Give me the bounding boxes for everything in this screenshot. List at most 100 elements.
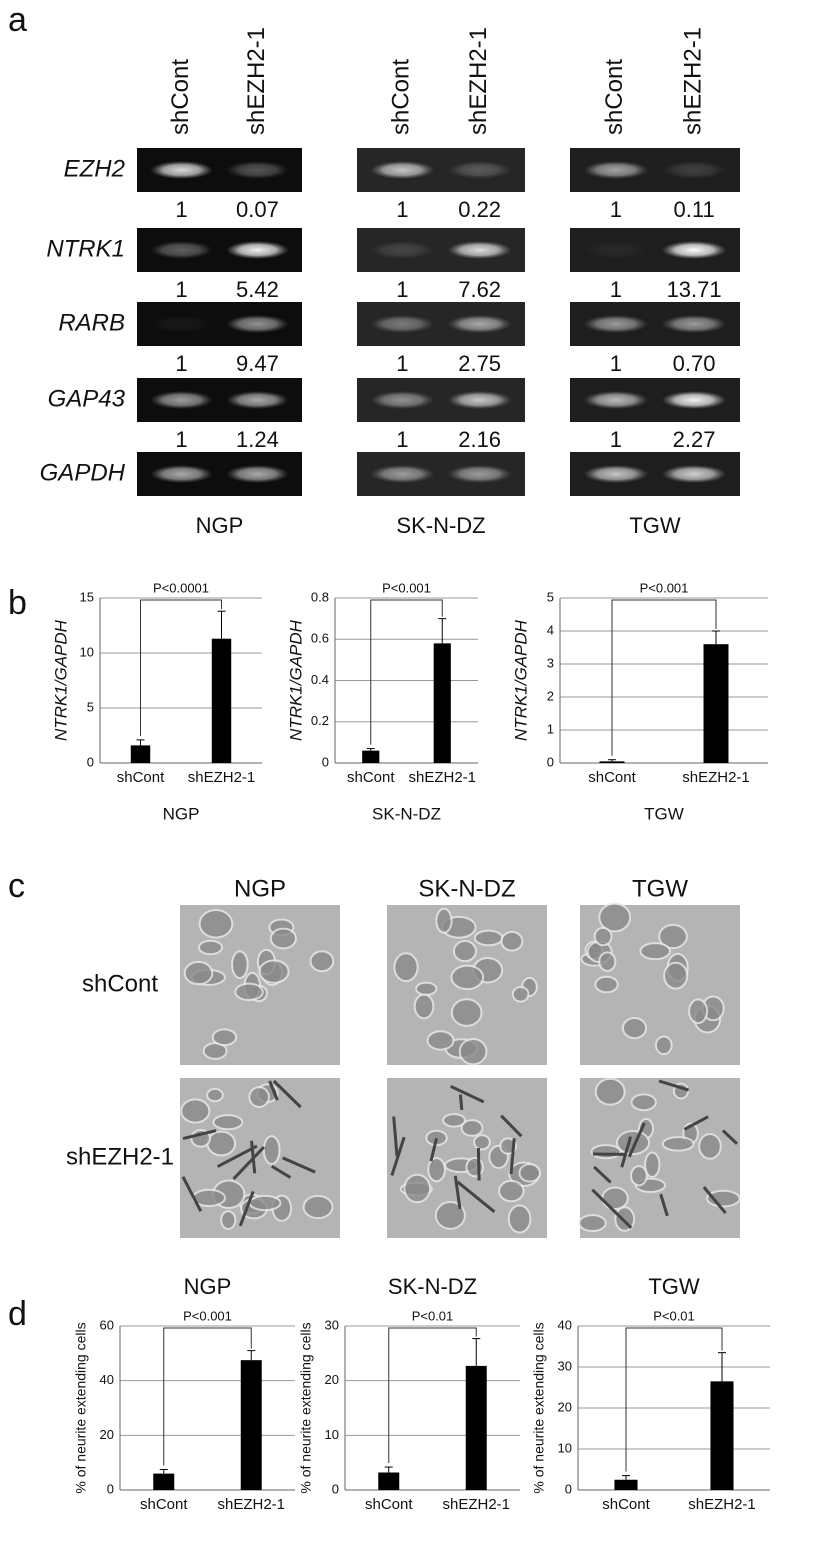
ratio: 1: [175, 277, 187, 302]
cell: [698, 1133, 722, 1160]
neurite: [453, 1175, 462, 1210]
cell: [302, 1194, 334, 1220]
significance-bracket: [163, 1327, 252, 1466]
gel-band: [226, 315, 289, 333]
cell: [427, 1156, 446, 1183]
cell: [598, 902, 632, 933]
chart-title: TGW: [648, 1274, 700, 1299]
ratio: 1: [610, 351, 622, 376]
gel-band: [370, 465, 435, 483]
ratio: 1: [175, 197, 187, 222]
y-tick-label: 20: [100, 1427, 114, 1442]
gel-band: [226, 465, 289, 483]
x-tick-label: shEZH2-1: [688, 1496, 756, 1513]
gel-band: [150, 465, 213, 483]
ratio: 0.70: [673, 351, 716, 376]
cell: [511, 986, 530, 1003]
neurite: [238, 1190, 255, 1227]
cell: [661, 1136, 695, 1152]
row-label: shEZH2-1: [66, 1143, 174, 1170]
y-tick-label: 4: [547, 622, 554, 637]
chart-title: NGP: [184, 1274, 232, 1299]
p-value: P<0.001: [183, 1308, 232, 1323]
ratio: 0.11: [674, 197, 715, 222]
neurite: [181, 1176, 203, 1213]
cell: [435, 907, 453, 934]
neurite: [500, 1114, 523, 1138]
y-tick-label: 40: [558, 1317, 572, 1332]
cell: [658, 923, 688, 950]
gel-band: [150, 315, 213, 333]
bar: [378, 1472, 400, 1490]
cell: [518, 1163, 542, 1183]
gel-band: [661, 161, 727, 179]
neurite: [272, 1079, 302, 1109]
cell: [458, 1037, 488, 1066]
significance-bracket: [388, 1327, 477, 1464]
cell: [601, 1186, 629, 1210]
y-tick-label: 10: [558, 1440, 572, 1455]
cell: [258, 959, 290, 984]
cell: [473, 929, 504, 947]
bar: [614, 1479, 638, 1490]
cell: [663, 961, 689, 990]
p-value: P<0.01: [412, 1308, 454, 1323]
gene-label: RARB: [58, 309, 125, 336]
neurite: [620, 1136, 633, 1168]
cell: [220, 1210, 237, 1230]
cell: [452, 940, 477, 963]
y-tick-label: 30: [558, 1358, 572, 1373]
bar: [703, 644, 729, 763]
gel-band: [150, 241, 213, 259]
chart-title: SK-N-DZ: [388, 1274, 477, 1299]
y-tick-label: 0: [322, 754, 329, 769]
significance-bracket: [140, 599, 222, 736]
ratio: 5.42: [236, 277, 279, 302]
cell: [644, 1151, 661, 1179]
ratio: 13.71: [667, 277, 722, 302]
gel-band: [447, 465, 512, 483]
y-axis-label: NTRK1/GAPDH: [286, 619, 305, 741]
cell: [403, 1173, 432, 1204]
cell: [507, 1204, 532, 1234]
y-tick-label: 10: [80, 644, 94, 659]
y-tick-label: 0: [565, 1481, 572, 1496]
y-tick-label: 30: [325, 1317, 339, 1332]
lane-label: shEZH2-1: [465, 27, 492, 135]
cell: [425, 1129, 448, 1147]
y-tick-label: 1: [547, 721, 554, 736]
gel-band: [447, 241, 512, 259]
gel-band: [583, 391, 649, 409]
neurite: [627, 1122, 646, 1158]
ratio: 0.22: [458, 197, 501, 222]
neurite: [390, 1136, 406, 1176]
y-tick-label: 10: [325, 1427, 339, 1442]
cell: [393, 952, 419, 983]
neurite: [476, 1147, 481, 1181]
lane-label: shCont: [601, 59, 628, 135]
neurite: [509, 1138, 516, 1175]
neurite: [702, 1186, 727, 1215]
y-tick-label: 20: [325, 1372, 339, 1387]
cell: [654, 1035, 673, 1056]
cell: [198, 909, 234, 939]
gel-band: [150, 161, 213, 179]
neurite: [232, 1145, 266, 1180]
cell: [231, 950, 249, 980]
ratio: 1: [610, 427, 622, 452]
panel-label: b: [8, 584, 27, 622]
neurite: [591, 1188, 633, 1229]
neurite: [429, 1137, 438, 1162]
ratio: 1.24: [236, 427, 279, 452]
neurite: [593, 1165, 612, 1184]
cell: [498, 1179, 525, 1203]
y-tick-label: 15: [80, 589, 94, 604]
cell: [450, 964, 485, 991]
cell: [234, 982, 264, 1002]
gel-band: [226, 241, 289, 259]
gel-band: [661, 241, 727, 259]
x-tick-label: shEZH2-1: [217, 1496, 285, 1513]
y-tick-label: 0: [332, 1481, 339, 1496]
neurite: [450, 1084, 485, 1104]
